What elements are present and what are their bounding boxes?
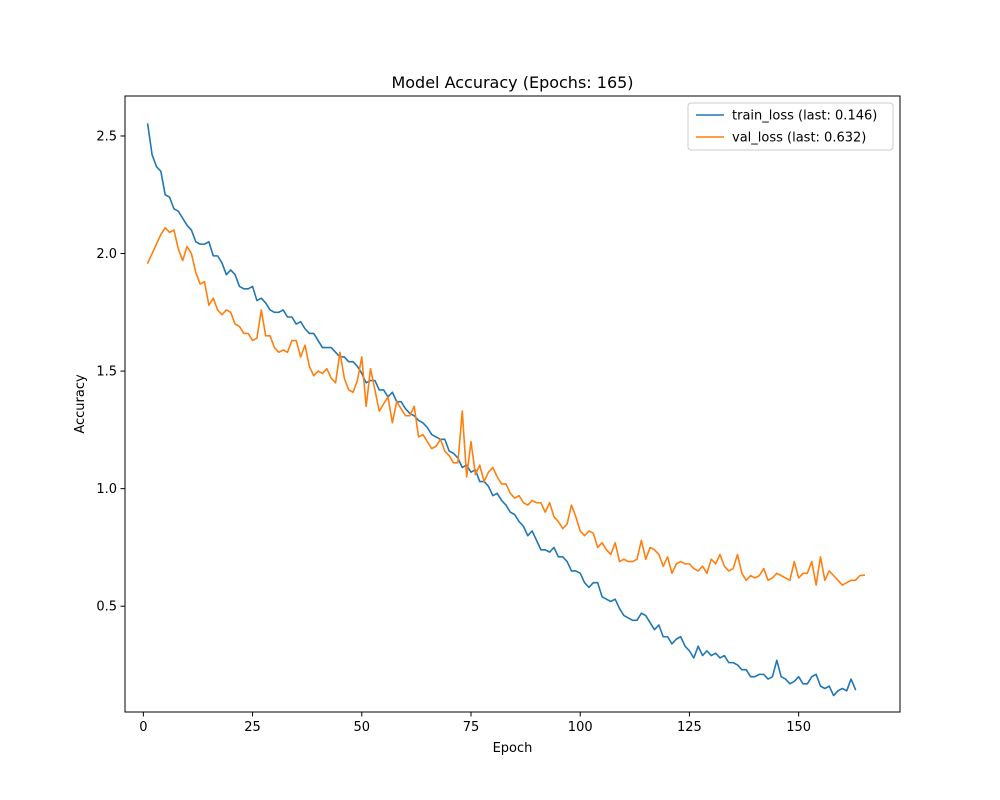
x-tick-label: 100 (568, 720, 593, 735)
x-tick-label: 150 (786, 720, 811, 735)
axes-frame (124, 95, 901, 713)
series-line-val-loss (146, 226, 866, 586)
y-tick-label: 0.5 (96, 600, 117, 615)
x-tick-label: 25 (244, 720, 261, 735)
legend-box (687, 102, 894, 151)
x-tick-label: 75 (463, 720, 480, 735)
legend: train_loss (last: 0.146) val_loss (last: … (687, 102, 894, 151)
legend-label: train_loss (last: 0.146) (732, 109, 877, 124)
x-tick-label: 125 (677, 720, 702, 735)
x-axis: 0 25 50 75 100 125 150 (139, 712, 811, 735)
series-line-train-loss (146, 123, 857, 697)
y-tick-label: 2.5 (96, 129, 117, 144)
y-axis: 0.5 1.0 1.5 2.0 2.5 (96, 129, 125, 615)
y-axis-label: Accuracy (73, 374, 88, 434)
chart-title: Model Accuracy (Epochs: 165) (391, 73, 633, 92)
plot-area (146, 123, 866, 697)
x-tick-label: 50 (354, 720, 371, 735)
x-tick-label: 0 (139, 720, 147, 735)
x-axis-label: Epoch (493, 741, 533, 756)
y-tick-label: 2.0 (96, 247, 117, 262)
y-tick-label: 1.0 (96, 482, 117, 497)
y-tick-label: 1.5 (96, 365, 117, 380)
legend-label: val_loss (last: 0.632) (732, 131, 866, 146)
